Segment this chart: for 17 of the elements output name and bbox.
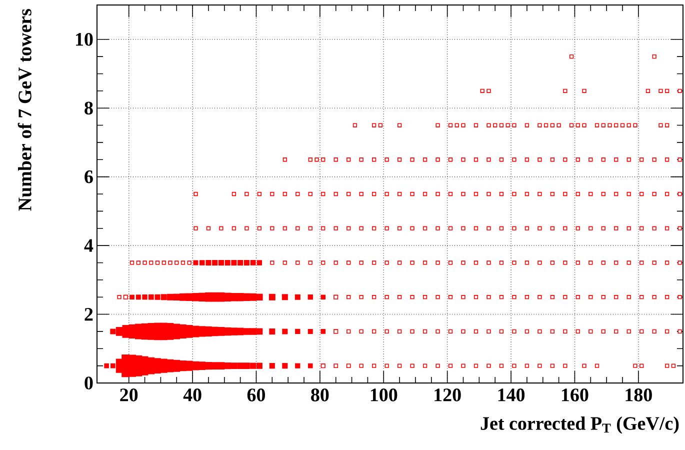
- x-tick-label: 180: [626, 388, 652, 402]
- x-tick-label: 140: [498, 388, 525, 402]
- x-axis-title: Jet corrected P$_{T}$ (GeV/c): [480, 416, 679, 434]
- y-tick-label: 0: [84, 376, 93, 390]
- y-tick-label: 4: [84, 239, 94, 252]
- x-tick-label: 160: [562, 388, 588, 402]
- y-tick-label: 6: [84, 170, 93, 184]
- x-tick-label: 80: [311, 388, 329, 402]
- x-tick-label: 120: [434, 388, 461, 402]
- x-tick-label: 40: [183, 388, 202, 402]
- y-tick-label: 8: [84, 102, 93, 115]
- y-tick-label: 2: [84, 308, 93, 321]
- x-tick-label: 20: [120, 388, 138, 402]
- x-tick-label: 100: [370, 388, 398, 402]
- y-axis-title: Number of 7 GeV towers: [18, 9, 32, 211]
- x-tick-label: 60: [247, 388, 266, 402]
- y-tick-label: 10: [76, 32, 93, 46]
